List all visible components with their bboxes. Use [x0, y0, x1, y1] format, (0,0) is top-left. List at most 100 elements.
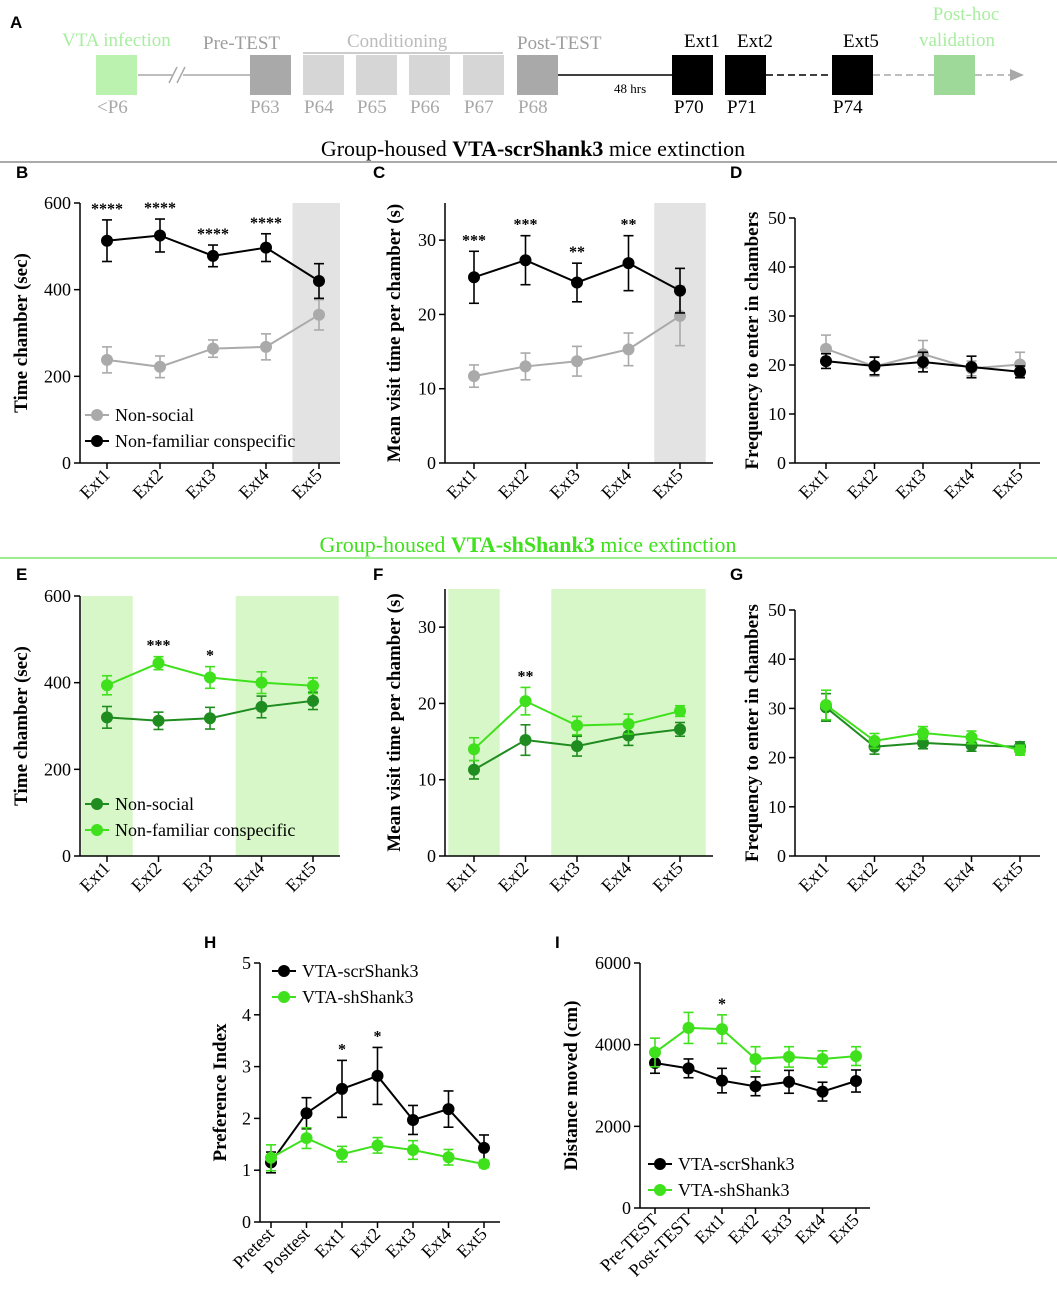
- data-point: [622, 343, 635, 356]
- x-tick-label: Ext4: [940, 858, 978, 896]
- y-tick-label: 10: [418, 379, 436, 399]
- hrs-label: 48 hrs: [614, 81, 646, 96]
- data-point: [674, 705, 686, 718]
- data-point: [204, 712, 216, 725]
- data-point: [307, 679, 319, 692]
- data-point: [468, 370, 480, 383]
- data-point: [207, 249, 219, 262]
- legend-marker: [654, 1184, 666, 1196]
- y-axis-label: Time chamber (sec): [11, 253, 32, 413]
- y-tick-label: 0: [777, 453, 786, 473]
- panel-label: C: [373, 163, 385, 182]
- data-point: [371, 1069, 384, 1082]
- legend-label: Non-familiar conspecific: [115, 431, 295, 451]
- pre-test-box: [250, 55, 291, 95]
- x-tick-label: Ext2: [127, 858, 165, 896]
- conditioning-box-4: [463, 55, 504, 95]
- x-tick-label: Ext4: [791, 1210, 829, 1248]
- pre-test-label: Pre-TEST: [203, 33, 280, 54]
- y-tick-label: 40: [768, 649, 786, 669]
- y-tick-label: 30: [418, 230, 436, 250]
- y-tick-label: 0: [62, 846, 71, 866]
- data-point: [313, 308, 325, 321]
- data-point: [478, 1141, 490, 1154]
- ext1-box: [672, 55, 713, 95]
- ext2-box: [725, 55, 766, 95]
- y-tick-label: 2000: [595, 1116, 631, 1136]
- y-tick-label: 30: [768, 698, 786, 718]
- data-point: [622, 729, 635, 742]
- data-point: [682, 1062, 695, 1075]
- x-tick-label: Ext1: [691, 1210, 729, 1248]
- data-point: [255, 700, 268, 713]
- x-tick-label: Ext5: [989, 858, 1027, 896]
- y-tick-label: 400: [44, 673, 71, 693]
- legend-marker: [91, 798, 103, 810]
- data-point: [154, 360, 166, 373]
- y-tick-label: 10: [768, 404, 786, 424]
- x-tick-label: Ext2: [494, 465, 532, 503]
- legend-marker: [654, 1158, 666, 1170]
- section-title-scr: Group-housed VTA-scrShank3 mice extincti…: [321, 136, 745, 161]
- data-point: [571, 719, 583, 732]
- day-label-gray: P64: [304, 97, 334, 118]
- chart-panel-i: 0200040006000Pre-TESTPost-TESTExt1Ext2Ex…: [555, 933, 870, 1280]
- conditioning-box-2: [356, 55, 397, 95]
- data-point: [265, 1151, 277, 1164]
- x-tick-label: Ext5: [282, 858, 320, 896]
- data-point: [783, 1075, 795, 1088]
- panel-label: F: [373, 565, 383, 584]
- y-tick-label: 30: [418, 617, 436, 637]
- data-point: [442, 1103, 455, 1116]
- significance-label: ****: [144, 200, 176, 217]
- x-tick-label: Ext1: [76, 465, 114, 503]
- y-tick-label: 2: [242, 1108, 251, 1128]
- panel-label: H: [204, 933, 216, 952]
- section-title-suffix: mice extinction: [595, 532, 737, 557]
- data-point: [622, 718, 635, 731]
- data-point: [300, 1107, 313, 1120]
- y-axis-label: Mean visit time per chamber (s): [384, 593, 405, 851]
- y-tick-label: 50: [768, 600, 786, 620]
- x-tick-label: Ext5: [649, 858, 687, 896]
- data-point: [571, 276, 583, 289]
- data-point: [965, 731, 978, 744]
- x-tick-label: Ext5: [453, 1224, 491, 1262]
- data-point: [749, 1052, 762, 1065]
- section-title-sh: Group-housed VTA-shShank3 mice extinctio…: [320, 532, 737, 557]
- shaded-region: [292, 203, 340, 463]
- data-point: [716, 1023, 728, 1036]
- x-tick-label: Ext4: [940, 465, 978, 503]
- x-tick-label: Ext5: [649, 465, 687, 503]
- significance-label: ****: [91, 201, 123, 218]
- data-point: [255, 676, 268, 689]
- x-tick-label: Ext3: [546, 858, 584, 896]
- post-hoc-label-line1: Post-hoc: [933, 4, 1000, 25]
- data-point: [468, 743, 480, 756]
- ext5-box: [832, 55, 873, 95]
- data-point: [519, 695, 532, 708]
- panel-label: G: [730, 565, 743, 584]
- shaded-region: [448, 589, 500, 856]
- y-tick-label: 6000: [595, 953, 631, 973]
- significance-label: *: [206, 648, 214, 665]
- panel-label: B: [16, 163, 28, 182]
- data-point: [101, 353, 113, 366]
- y-tick-label: 40: [768, 257, 786, 277]
- data-point: [371, 1139, 384, 1152]
- day-label-gray: P65: [357, 97, 387, 118]
- data-point: [407, 1113, 419, 1126]
- data-point: [407, 1143, 419, 1156]
- panel-label: I: [555, 933, 560, 952]
- data-point: [468, 763, 480, 776]
- timeline-panel: A VTA infection Pre-TEST Conditioning Po…: [10, 4, 1024, 118]
- x-tick-label: Ext2: [129, 465, 167, 503]
- chart-panel-d: 0 10 20 30 40 50 Ext1 Ext2 Ext3 Ext4 Ext5 Frequency…: [730, 163, 1040, 503]
- data-point: [820, 342, 832, 355]
- data-point: [622, 257, 635, 270]
- y-axis-label: Distance moved (cm): [561, 1001, 582, 1171]
- legend-marker: [278, 991, 290, 1003]
- day-label-gray: P67: [464, 97, 494, 118]
- data-point: [154, 229, 166, 242]
